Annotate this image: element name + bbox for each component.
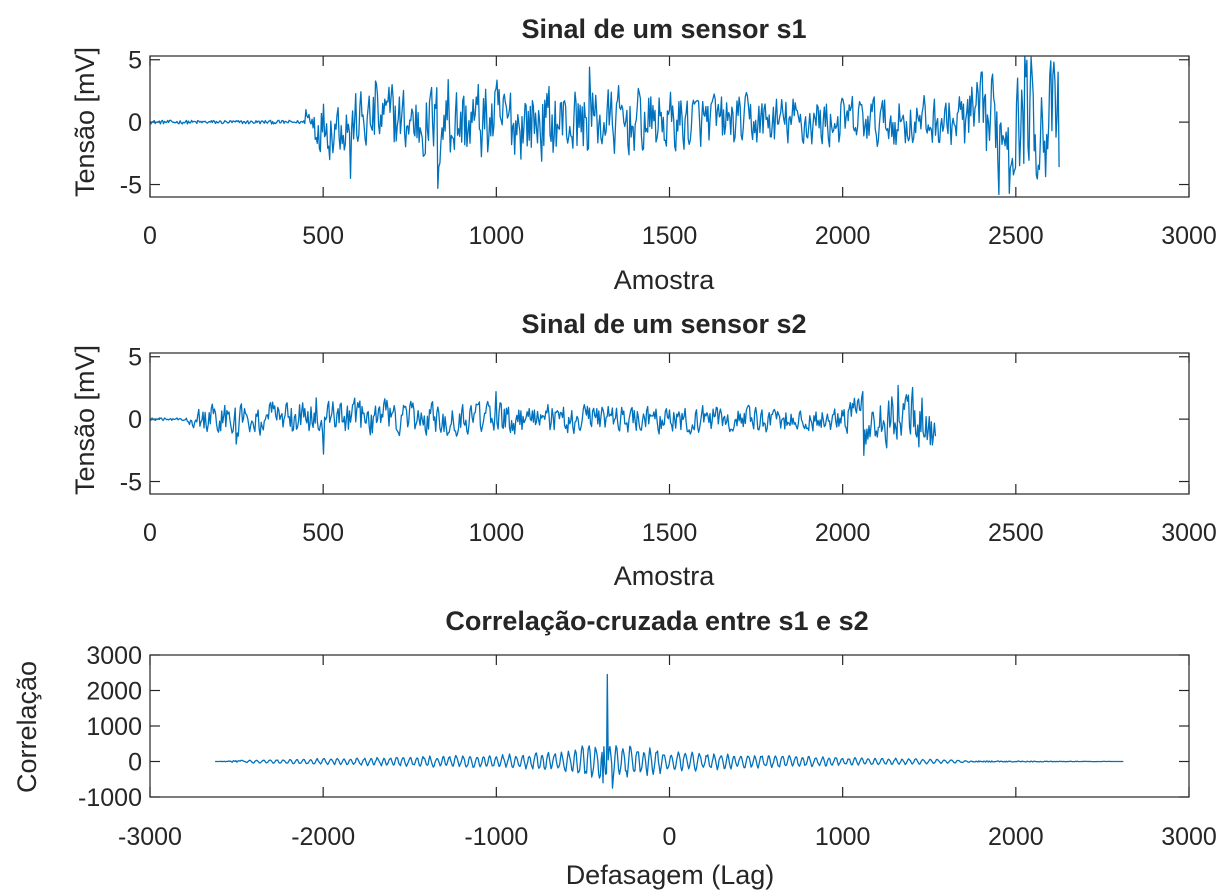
x-tick-label: 0 bbox=[143, 519, 157, 547]
y-tick-label: 2000 bbox=[86, 678, 142, 706]
x-tick-label: 1500 bbox=[642, 519, 698, 547]
y-tick-label: 0 bbox=[128, 109, 142, 137]
y-tick-label: 3000 bbox=[86, 642, 142, 670]
y-tick-label: 5 bbox=[128, 47, 142, 75]
subplot-xcorr-ylabel: Correlação bbox=[12, 661, 42, 793]
subplot-s1-yticks: -5 0 5 bbox=[120, 47, 1189, 200]
y-tick-label: 0 bbox=[128, 406, 142, 434]
y-tick-label: -5 bbox=[120, 469, 142, 497]
x-tick-label: -1000 bbox=[464, 823, 528, 851]
subplot-s2-ylabel: Tensão [mV] bbox=[70, 345, 100, 495]
subplot-xcorr-title: Correlação-cruzada entre s1 e s2 bbox=[445, 606, 868, 636]
subplot-s2-xlabel: Amostra bbox=[614, 561, 716, 591]
subplot-s2: Sinal de um sensor s2 Amostra Tensão [mV… bbox=[70, 309, 1217, 591]
x-tick-label: 0 bbox=[143, 222, 157, 250]
subplot-s1-title: Sinal de um sensor s1 bbox=[521, 14, 806, 44]
x-tick-label: 2000 bbox=[988, 823, 1044, 851]
x-tick-label: 1000 bbox=[469, 519, 525, 547]
x-tick-label: 1000 bbox=[469, 222, 525, 250]
subplot-s1-ylabel: Tensão [mV] bbox=[70, 47, 100, 197]
x-tick-label: 3000 bbox=[1161, 823, 1217, 851]
x-tick-label: -3000 bbox=[118, 823, 182, 851]
subplot-s2-xticks: 0 500 1000 1500 2000 2500 3000 bbox=[143, 353, 1217, 547]
y-tick-label: 0 bbox=[128, 749, 142, 777]
subplot-xcorr-frame bbox=[149, 654, 1190, 798]
x-tick-label: 1000 bbox=[815, 823, 871, 851]
x-tick-label: 2500 bbox=[988, 222, 1044, 250]
subplot-xcorr-series-line bbox=[215, 673, 1124, 789]
subplot-xcorr-xticks: -3000 -2000 -1000 0 1000 2000 3000 bbox=[118, 655, 1217, 851]
subplot-s1-series-line bbox=[150, 55, 1060, 196]
x-tick-label: 500 bbox=[302, 222, 344, 250]
x-tick-label: 3000 bbox=[1161, 519, 1217, 547]
subplot-s1-frame bbox=[149, 55, 1190, 198]
x-tick-label: 500 bbox=[302, 519, 344, 547]
x-tick-label: -2000 bbox=[291, 823, 355, 851]
x-tick-label: 2500 bbox=[988, 519, 1044, 547]
subplot-s1-xticks: 0 500 1000 1500 2000 2500 3000 bbox=[143, 56, 1217, 250]
x-tick-label: 3000 bbox=[1161, 222, 1217, 250]
subplot-s2-series-line bbox=[150, 384, 937, 456]
y-tick-label: 1000 bbox=[86, 713, 142, 741]
subplot-s1: Sinal de um sensor s1 Amostra Tensão [mV… bbox=[70, 14, 1217, 295]
subplot-s2-yticks: -5 0 5 bbox=[120, 344, 1189, 497]
subplot-xcorr-xlabel: Defasagem (Lag) bbox=[566, 860, 775, 890]
y-tick-label: 5 bbox=[128, 344, 142, 372]
y-tick-label: -5 bbox=[120, 172, 142, 200]
x-tick-label: 2000 bbox=[815, 222, 871, 250]
subplot-s2-title: Sinal de um sensor s2 bbox=[521, 309, 806, 339]
subplot-xcorr: Correlação-cruzada entre s1 e s2 Defasag… bbox=[12, 606, 1217, 890]
subplot-s1-xlabel: Amostra bbox=[614, 265, 716, 295]
y-tick-label: -1000 bbox=[78, 784, 142, 812]
x-tick-label: 1500 bbox=[642, 222, 698, 250]
x-tick-label: 2000 bbox=[815, 519, 871, 547]
x-tick-label: 0 bbox=[663, 823, 677, 851]
subplot-s2-frame bbox=[149, 352, 1190, 495]
